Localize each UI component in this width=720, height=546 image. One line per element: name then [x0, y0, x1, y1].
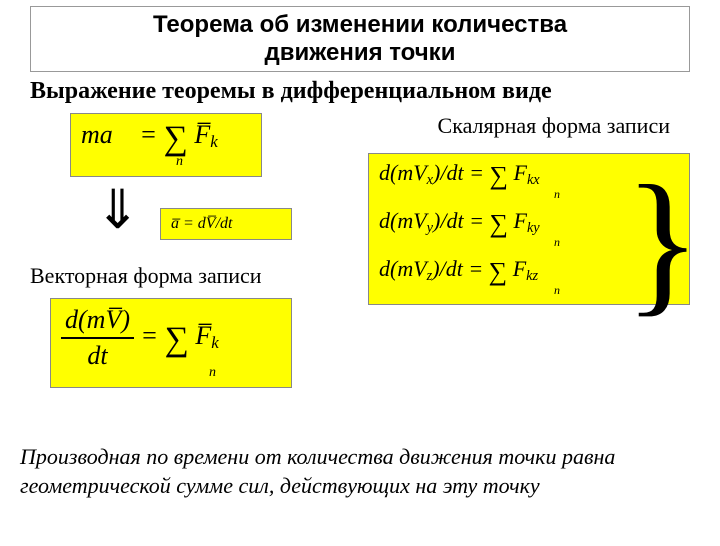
d: d: [379, 160, 390, 185]
d: d: [379, 256, 390, 281]
sum-symbol: ∑: [489, 161, 508, 190]
title-box: Теорема об изменении количества движения…: [30, 6, 690, 72]
var-a: a̅: [171, 215, 179, 232]
Fsub: kz: [526, 268, 538, 284]
scalar-form-label: Скалярная форма записи: [438, 113, 670, 139]
equation-scalar-form: d(mVx)/dt = ∑ Fkx n d(mVy)/dt = ∑ Fky n …: [368, 153, 690, 305]
down-arrow-icon: ⇓: [95, 183, 140, 237]
mV: mV: [397, 256, 426, 281]
mV: mV: [397, 208, 426, 233]
var-m: m: [81, 120, 100, 149]
equation-newton: ma⃗ = ∑ F̅k n: [70, 113, 262, 177]
equals: =: [140, 120, 158, 149]
F: F: [514, 208, 527, 233]
var-a: a⃗: [100, 120, 133, 149]
sub-k: k: [210, 132, 218, 151]
title-line-2: движения точки: [265, 39, 456, 66]
F: F: [513, 256, 526, 281]
F: F: [514, 160, 527, 185]
content-area: ma⃗ = ∑ F̅k n ⇓ a̅ = dV̅/dt Скалярная фо…: [30, 113, 690, 443]
equation-acceleration: a̅ = dV̅/dt: [160, 208, 292, 240]
Fsub: ky: [527, 220, 540, 236]
var-F: F̅: [194, 120, 210, 149]
equals: =: [141, 321, 159, 350]
mV: mV: [397, 160, 426, 185]
dt: dt: [446, 208, 463, 233]
Fsub: kx: [527, 172, 540, 188]
sum-index: n: [209, 365, 281, 381]
title-line-1: Теорема об изменении количества: [153, 11, 567, 38]
subtitle: Выражение теоремы в дифференциальном вид…: [30, 78, 690, 105]
comp: y: [427, 220, 433, 236]
right-brace-icon: }: [624, 154, 701, 329]
sum-symbol: ∑: [489, 257, 508, 286]
sub-k: k: [211, 333, 219, 352]
dV: dV̅: [198, 215, 216, 232]
theorem-statement: Производная по времени от количества дви…: [20, 443, 700, 500]
page-title: Теорема об изменении количества движения…: [41, 11, 679, 67]
vector-form-label: Векторная форма записи: [30, 263, 262, 289]
equation-vector-form: d(mV̅) dt = ∑ F̅k n: [50, 298, 292, 388]
mV: mV̅: [87, 305, 122, 334]
d: d: [65, 305, 78, 334]
dt: dt: [61, 339, 134, 371]
dt: dt: [446, 256, 463, 281]
d: d: [379, 208, 390, 233]
comp: x: [427, 172, 433, 188]
sum-symbol: ∑: [164, 120, 188, 157]
sum-symbol: ∑: [489, 209, 508, 238]
comp: z: [427, 268, 433, 284]
var-F: F̅: [195, 321, 211, 350]
dt: dt: [220, 215, 232, 232]
equals: =: [183, 215, 194, 232]
sum-symbol: ∑: [165, 321, 189, 358]
dt: dt: [446, 160, 463, 185]
